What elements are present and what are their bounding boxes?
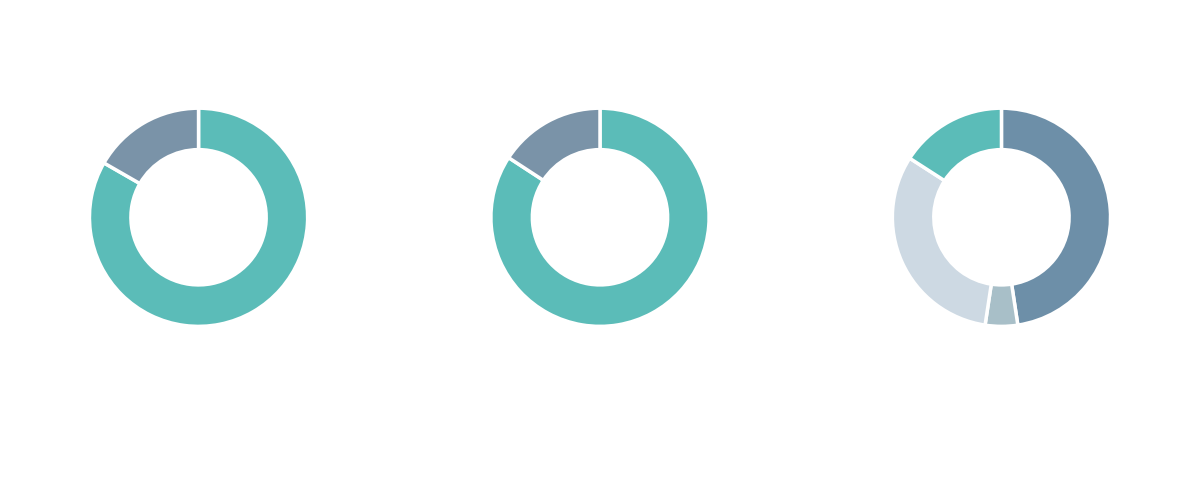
Wedge shape xyxy=(491,108,709,326)
Wedge shape xyxy=(985,284,1018,327)
Wedge shape xyxy=(910,108,1002,180)
Wedge shape xyxy=(90,108,307,326)
Wedge shape xyxy=(1002,108,1110,325)
Wedge shape xyxy=(509,108,600,180)
Wedge shape xyxy=(893,158,991,325)
Wedge shape xyxy=(104,108,198,184)
